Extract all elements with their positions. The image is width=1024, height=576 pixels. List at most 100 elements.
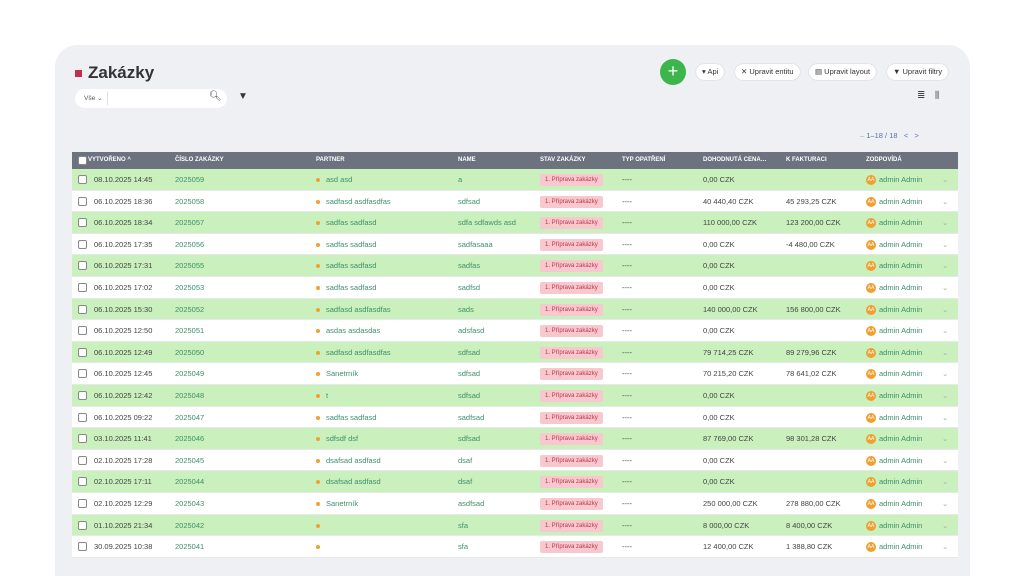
cell-2[interactable]: sadfas sadfasd [316,212,376,234]
filter-icon[interactable]: ▼ [238,91,248,102]
table-row[interactable]: 08.10.2025 14:45 2025059 asd asd a 1. Přípra… [72,169,958,191]
table-row[interactable]: 06.10.2025 17:02 2025053 sadfas sadfasd sad… [72,276,958,299]
table-row[interactable]: 02.10.2025 17:28 2025045 dsafsad asdfasd ds… [72,449,958,472]
row-checkbox[interactable] [78,369,87,379]
cell-1[interactable]: 2025041 [175,536,204,558]
row-checkbox[interactable] [78,347,87,357]
cell-1[interactable]: 2025053 [175,277,204,299]
cell-2[interactable]: sadfas sadfasd [316,255,376,277]
edit-entity-button[interactable]: ✕ Upravit entitu [735,64,800,80]
scope-select[interactable]: Vše ⌄ [79,92,109,105]
cell-1[interactable]: 2025051 [175,320,204,342]
column-header[interactable]: NAME [458,152,476,169]
cell-2[interactable]: dsafsad asdfasd [316,450,381,472]
row-checkbox[interactable] [78,542,87,552]
cell-2[interactable]: asd asd [316,169,352,191]
row-checkbox[interactable] [78,520,87,530]
cell-2[interactable]: sadfas sadfasd [316,277,376,299]
table-row[interactable]: 06.10.2025 18:34 2025057 sadfas sadfasd sdf… [72,212,958,234]
cell-1[interactable]: 2025042 [175,515,204,537]
row-menu[interactable]: ⌄ [942,542,949,552]
table-row[interactable]: 06.10.2025 12:50 2025051 asdas asdasdas ads… [72,320,958,342]
column-header[interactable]: ČÍSLO ZAKÁZKY [175,152,224,169]
cell-2[interactable] [316,536,326,558]
table-row[interactable]: 06.10.2025 12:45 2025049 Sanetrník sdfsad 1.… [72,363,958,385]
api-button[interactable]: ▾ Api [696,64,725,80]
row-menu[interactable]: ⌄ [942,520,949,530]
row-checkbox[interactable] [78,304,87,314]
edit-layout-button[interactable]: ▤ Upravit layout [809,64,877,80]
row-checkbox[interactable] [78,326,87,336]
cell-2[interactable]: Sanetrník [316,493,358,515]
search-box[interactable]: Vše ⌄ [75,89,227,108]
column-header[interactable]: PARTNER [316,152,345,169]
cell-2[interactable]: sdfsdf dsf [316,428,358,450]
row-checkbox[interactable] [78,412,87,422]
cell-1[interactable]: 2025046 [175,428,204,450]
table-row[interactable]: 02.10.2025 12:29 2025043 Sanetrník asdfsad 1… [72,492,958,515]
cell-2[interactable]: asdas asdasdas [316,320,380,342]
column-view-icon[interactable]: ⫼ [935,90,940,100]
cell-1[interactable]: 2025047 [175,407,204,429]
cell-2[interactable]: sadfasd asdfasdfas [316,299,391,321]
search-icon[interactable]: 🔍︎ [209,91,222,102]
row-menu[interactable]: ⌄ [942,326,949,336]
column-header[interactable]: K FAKTURACI [786,152,827,169]
row-menu[interactable]: ⌄ [942,455,949,465]
cell-2[interactable]: sadfasd asdfasdfas [316,342,391,364]
cell-1[interactable]: 2025052 [175,299,204,321]
table-row[interactable]: 30.09.2025 10:38 2025041 sfa 1. Příprava za… [72,536,958,558]
column-header[interactable]: STAV ZAKÁZKY [540,152,585,169]
row-menu[interactable]: ⌄ [942,390,949,400]
table-row[interactable]: 06.10.2025 09:22 2025047 sadfas sadfasd sad… [72,406,958,429]
row-menu[interactable]: ⌄ [942,261,949,271]
cell-1[interactable]: 2025055 [175,255,204,277]
next-page[interactable]: > [914,131,919,140]
cell-1[interactable]: 2025049 [175,363,204,385]
row-menu[interactable]: ⌄ [942,412,949,422]
row-checkbox[interactable] [78,390,87,400]
cell-1[interactable]: 2025059 [175,169,204,191]
column-header[interactable]: VYTVOŘENO ^ [88,152,131,169]
row-checkbox[interactable] [78,282,87,292]
cell-1[interactable]: 2025045 [175,450,204,472]
row-checkbox[interactable] [78,239,87,249]
row-menu[interactable]: ⌄ [942,175,949,184]
row-menu[interactable]: ⌄ [942,347,949,357]
row-checkbox[interactable] [78,477,87,487]
row-menu[interactable]: ⌄ [942,477,949,487]
table-row[interactable]: 06.10.2025 18:36 2025058 sadfasd asdfasdfa… [72,190,958,213]
row-menu[interactable]: ⌄ [942,304,949,314]
cell-1[interactable]: 2025058 [175,191,204,213]
select-all[interactable] [78,156,87,165]
row-menu[interactable]: ⌄ [942,434,949,444]
cell-2[interactable]: sadfasd asdfasdfas [316,191,391,213]
column-header[interactable]: ZODPOVÍDÁ [866,152,902,169]
table-row[interactable]: 02.10.2025 17:11 2025044 dsafsad asdfasd ds… [72,471,958,493]
cell-1[interactable]: 2025057 [175,212,204,234]
column-header[interactable]: TYP OPATŘENÍ [622,152,665,169]
cell-2[interactable]: t [316,385,328,407]
cell-2[interactable]: dsafsad asdfasd [316,471,381,493]
cell-1[interactable]: 2025056 [175,234,204,256]
row-checkbox[interactable] [78,455,87,465]
list-view-icon[interactable]: ≣ [917,90,926,101]
table-row[interactable]: 01.10.2025 21:34 2025042 sfa 1. Příprava za… [72,514,958,537]
cell-1[interactable]: 2025043 [175,493,204,515]
cell-1[interactable]: 2025050 [175,342,204,364]
cell-1[interactable]: 2025048 [175,385,204,407]
table-row[interactable]: 06.10.2025 15:30 2025052 sadfasd asdfasdfa… [72,298,958,321]
cell-2[interactable]: sadfas sadfasd [316,234,376,256]
row-checkbox[interactable] [78,261,87,271]
table-row[interactable]: 03.10.2025 11:41 2025046 sdfsdf dsf sdfsad 1… [72,428,958,450]
cell-2[interactable]: sadfas sadfasd [316,407,376,429]
table-row[interactable]: 06.10.2025 17:31 2025055 sadfas sadfasd sad… [72,255,958,277]
row-checkbox[interactable] [78,498,87,508]
cell-1[interactable]: 2025044 [175,471,204,493]
row-checkbox[interactable] [78,218,87,228]
row-menu[interactable]: ⌄ [942,369,949,379]
row-menu[interactable]: ⌄ [942,218,949,228]
edit-filters-button[interactable]: ▼ Upravit filtry [887,64,949,80]
column-header[interactable]: DOHODNUTÁ CENA… [703,152,767,169]
table-row[interactable]: 06.10.2025 12:42 2025048 t sdfsad 1. Příprav… [72,384,958,407]
